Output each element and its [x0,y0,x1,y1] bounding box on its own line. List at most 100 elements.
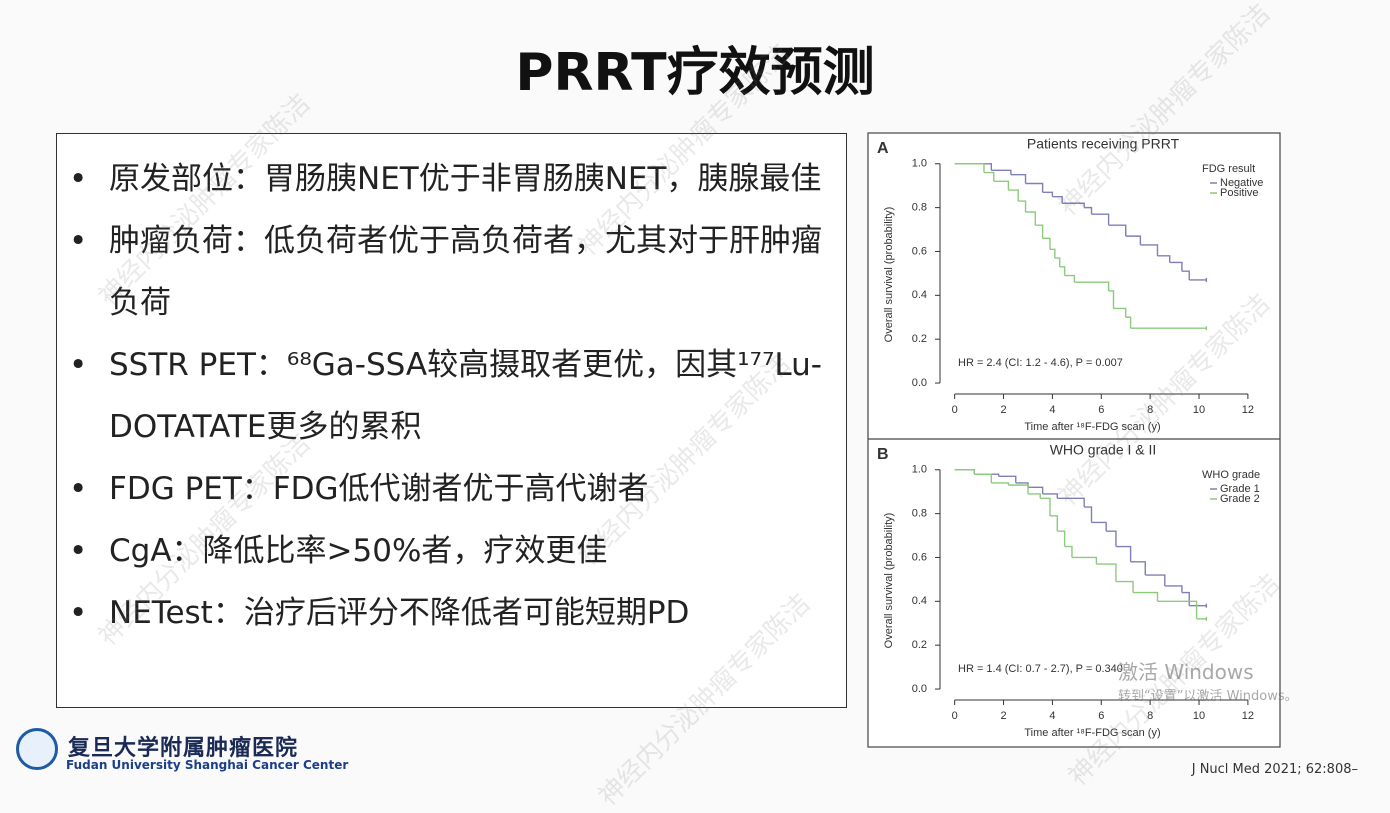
slide-title: PRRT疗效预测 [515,43,875,103]
survival-step [1113,307,1127,318]
logo-mark [16,728,58,770]
survival-step [991,169,1012,175]
activation-hint: 转到“设置”以激活 Windows。 [1118,689,1298,704]
survival-step [1025,182,1044,193]
survival-step [1108,224,1127,237]
bullet: 肿瘤负荷：低负荷者优于高负荷者，尤其对于肝肿瘤负荷 [69,210,826,334]
survival-step [1125,316,1132,329]
annotation: HR = 1.4 (CI: 0.7 - 2.7), P = 0.340 [958,663,1123,675]
legend-label: Negative [1220,177,1263,189]
survival-step [1027,493,1041,499]
survival-step [983,171,995,182]
survival-step [993,180,1010,191]
y-tick-label: 0.6 [912,551,927,563]
survival-step [1071,556,1098,565]
survival-step [998,475,1017,483]
logo-cn: 复旦大学附属肿瘤医院 [68,735,299,761]
chart-title: Patients receiving PRRT [1027,136,1180,152]
bullet: SSTR PET：⁶⁸Ga-SSA较高摄取者更优，因其¹⁷⁷Lu-DOTATAT… [69,334,826,458]
panel-label: B [877,446,889,463]
survival-step [1042,493,1058,499]
legend-label: Positive [1220,187,1259,199]
y-tick-label: 0.4 [912,289,927,301]
x-tick-label: 0 [952,710,958,722]
x-tick-label: 12 [1242,404,1254,416]
x-tick-label: 10 [1193,710,1205,722]
survival-step [1059,266,1066,276]
survival-step [1084,506,1093,523]
panel-label: A [877,140,889,157]
survival-step [1052,195,1063,204]
survival-step [1096,563,1117,582]
logo-en: Fudan University Shanghai Cancer Center [66,758,349,772]
x-tick-label: 0 [952,404,958,416]
y-tick-label: 0.0 [912,683,927,695]
survival-step [1042,237,1051,250]
survival-step [1106,530,1117,547]
x-tick-label: 4 [1049,710,1055,722]
survival-step [1064,545,1073,558]
survival-step [1140,244,1159,256]
survival-step [1035,224,1044,239]
survival-step [1145,574,1166,586]
activation-title: 激活 Windows [1118,660,1254,684]
bullet-box: 原发部位：胃肠胰NET优于非胃肠胰NET，胰腺最佳肿瘤负荷：低负荷者优于高负荷者… [56,133,847,708]
survival-step [1049,248,1056,259]
survival-step [1133,591,1159,602]
survival-step [1008,189,1019,202]
legend-label: Grade 1 [1220,483,1260,495]
survival-step [1091,521,1107,532]
survival-step [1108,290,1115,309]
charts: A Patients receiving PRRT 0 2 4 6 8 10 12 0.0 0.2 0… [867,132,1281,748]
y-axis-label: Overall survival (probability) [883,513,895,649]
survival-step [1169,261,1183,272]
survival-step [1084,206,1093,215]
x-tick-label: 12 [1242,710,1254,722]
survival-step [1008,484,1029,494]
bullet: NETest：治疗后评分不降低者可能短期PD [69,582,826,644]
legend-title: WHO grade [1202,469,1260,481]
citation: J Nucl Med 2021; 62:808– [1191,762,1358,777]
survival-step [1115,545,1132,562]
x-axis-label: Time after ¹⁸F-FDG scan (y) [1024,421,1160,433]
legend-title: FDG result [1202,163,1255,175]
y-tick-label: 0.0 [912,377,927,389]
survival-step [1054,257,1061,267]
survival-step [1049,515,1058,532]
survival-step [1164,585,1183,593]
survival-step [1074,281,1110,291]
survival-step [1040,497,1051,516]
survival-step [991,482,1010,486]
survival-step [1010,174,1027,184]
survival-step [1018,200,1027,213]
x-tick-label: 2 [1000,404,1006,416]
y-tick-label: 0.4 [912,595,927,607]
legend-label: Grade 2 [1220,493,1260,505]
y-axis-label: Overall survival (probability) [883,207,895,343]
survival-step [1062,202,1085,208]
chart-title: WHO grade I & II [1050,442,1157,458]
survival-step [1125,235,1142,245]
x-tick-label: 6 [1098,404,1104,416]
x-tick-label: 8 [1147,710,1153,722]
survival-step [1157,600,1198,619]
y-tick-label: 0.6 [912,245,927,257]
survival-step [1064,274,1076,283]
bullet: CgA：降低比率>50%者，疗效更佳 [69,520,826,582]
x-tick-label: 10 [1193,404,1205,416]
y-tick-label: 1.0 [912,158,927,170]
bullet-list: 原发部位：胃肠胰NET优于非胃肠胰NET，胰腺最佳肿瘤负荷：低负荷者优于高负荷者… [57,134,846,644]
x-tick-label: 2 [1000,710,1006,722]
survival-step [1025,211,1036,226]
survival-step [974,473,993,483]
survival-step [1042,191,1054,197]
x-tick-label: 8 [1147,404,1153,416]
survival-step [1027,486,1044,494]
survival-step [954,469,975,475]
survival-step [1057,497,1085,508]
survival-step [1157,255,1171,263]
x-tick-label: 6 [1098,710,1104,722]
survival-step [1091,213,1110,226]
x-axis-label: Time after ¹⁸F-FDG scan (y) [1024,727,1160,739]
x-tick-label: 4 [1049,404,1055,416]
